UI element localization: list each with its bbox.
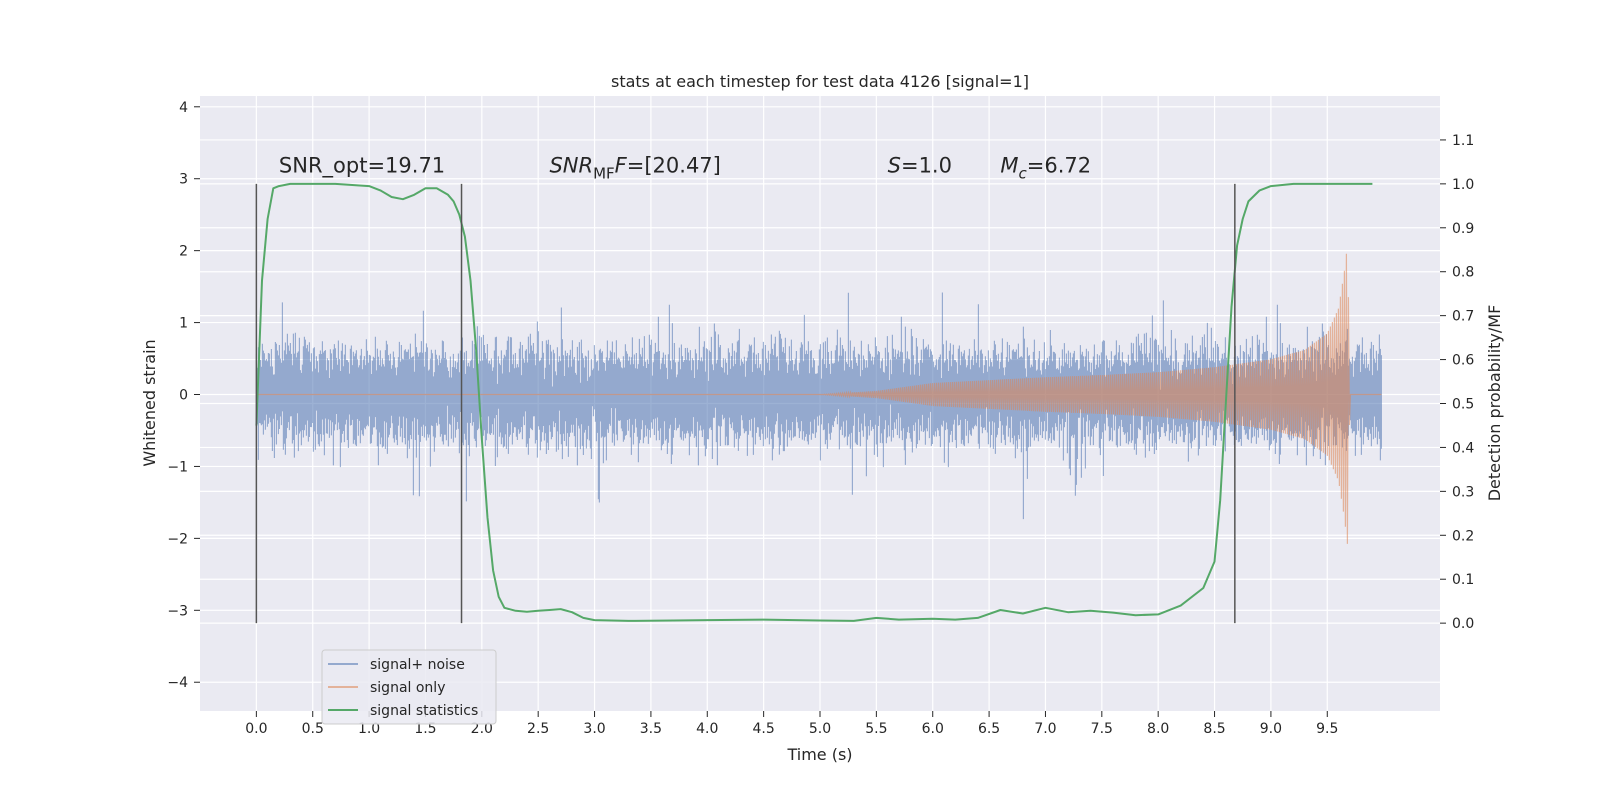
annotation-snr-opt: SNR_opt=19.71 [279,154,445,179]
x-tick-label: 8.5 [1203,721,1225,737]
legend-label: signal statistics [370,703,478,719]
y-right-tick-label: 0.6 [1452,353,1474,369]
y-right-tick-label: 1.0 [1452,177,1474,193]
y-left-tick-label: −1 [167,459,188,475]
y-left-tick-label: 1 [179,316,188,332]
legend-box [321,649,497,725]
annotation-snr-mf: SNRMFF=[20.47] [549,154,720,183]
x-tick-label: 4.0 [696,721,718,737]
x-tick-label: 5.5 [865,721,887,737]
y-axis-label-left: Whitened strain [140,339,159,466]
series-layer [255,182,1382,622]
annotations: SNR_opt=19.71 SNRMFF=[20.47] S=1.0 Mc=6.72 [279,154,1091,183]
x-tick-label: 5.0 [809,721,831,737]
y-right-tick-label: 1.1 [1452,133,1474,149]
x-axis-label: Time (s) [786,745,852,764]
axes: 0.0 0.5 1.0 1.5 2.0 2.5 3.0 3.5 4.0 4.5 5.0 5.5 6.0 6… [167,100,1474,737]
y-right-tick-label: 0.2 [1452,528,1474,544]
y-right-tick-label: 0.7 [1452,309,1474,325]
y-left-tick-label: 2 [179,244,188,260]
legend-label: signal+ noise [370,657,465,673]
vertical-markers [255,183,1236,624]
annotation-s-value: S=1.0 [888,154,952,178]
x-tick-label: 6.0 [922,721,944,737]
y-axis-label-right: Detection probability/MF [1485,305,1504,502]
legend-label: signal only [370,680,445,696]
y-right-tick-label: 0.1 [1452,572,1474,588]
x-tick-label: 7.5 [1091,721,1113,737]
y-left-tick-label: 4 [179,100,188,116]
y-right-tick-label: 0.5 [1452,397,1474,413]
x-tick-label: 2.0 [471,721,493,737]
x-tick-label: 8.0 [1147,721,1169,737]
y-left-tick-label: −4 [167,675,188,691]
y-right-tick-label: 0.3 [1452,484,1474,500]
y-left-tick-label: −3 [167,603,188,619]
x-tick-label: 6.5 [978,721,1000,737]
series-signal-statistics [255,182,1373,622]
x-tick-label: 3.0 [583,721,605,737]
x-tick-label: 7.0 [1034,721,1056,737]
x-tick-label: 0.5 [302,721,324,737]
y-left-tick-label: 0 [179,388,188,404]
x-tick-label: 1.5 [414,721,436,737]
y-right-tick-label: 0.0 [1452,616,1474,632]
x-tick-label: 9.5 [1316,721,1338,737]
x-tick-label: 4.5 [753,721,775,737]
x-tick-label: 2.5 [527,721,549,737]
legend: signal+ noise signal only signal statistic… [321,649,497,725]
series-signal-only [256,253,1382,544]
y-right-tick-label: 0.8 [1452,265,1474,281]
x-tick-label: 0.0 [245,721,267,737]
y-left-tick-label: 3 [179,172,188,188]
y-right-tick-label: 0.9 [1452,221,1474,237]
x-tick-label: 1.0 [358,721,380,737]
x-tick-label: 3.5 [640,721,662,737]
annotation-chirp-mass: Mc=6.72 [1000,154,1091,183]
y-left-tick-label: −2 [167,531,188,547]
x-tick-label: 9.0 [1260,721,1282,737]
y-right-tick-label: 0.4 [1452,440,1474,456]
chart-title: stats at each timestep for test data 412… [611,72,1029,91]
